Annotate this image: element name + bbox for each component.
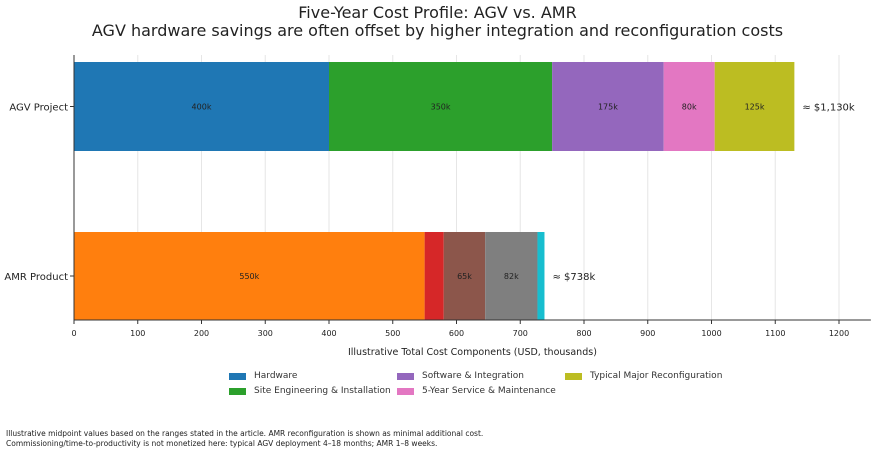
bar-total-label: ≈ $1,130k — [802, 103, 855, 114]
bar-data-label: 80k — [682, 103, 697, 112]
footnote: Illustrative midpoint values based on th… — [6, 429, 483, 448]
x-tick-label: 0 — [71, 329, 76, 338]
y-tick-label: AMR Product — [4, 272, 68, 283]
bar-data-label: 82k — [504, 272, 519, 281]
bar-segment — [663, 62, 715, 151]
x-tick-label: 700 — [513, 329, 528, 338]
bar-segment — [443, 232, 486, 320]
bar-segment — [329, 62, 553, 151]
legend-item-reconfiguration: Typical Major Reconfiguration — [565, 371, 745, 381]
bar-segment — [74, 62, 329, 151]
legend-label: Software & Integration — [422, 371, 525, 381]
bar-data-label: 550k — [239, 272, 259, 281]
legend-swatch — [397, 387, 414, 395]
legend-label: Site Engineering & Installation — [254, 386, 391, 396]
x-tick-label: 900 — [640, 329, 655, 338]
footnote-line: Commissioning/time-to-productivity is no… — [6, 438, 438, 448]
legend: Hardware Software & Integration Typical … — [229, 371, 745, 396]
footnote-line: Illustrative midpoint values based on th… — [6, 429, 484, 438]
x-tick-label: 1000 — [701, 329, 721, 338]
bar-total-label: ≈ $738k — [552, 272, 595, 283]
bar-segment — [485, 232, 538, 320]
legend-item-hardware: Hardware — [229, 371, 397, 381]
bar-segment — [74, 232, 425, 320]
x-axis-label: Illustrative Total Cost Components (USD,… — [348, 347, 597, 358]
legend-item-service: 5-Year Service & Maintenance — [397, 386, 565, 396]
bar-data-label: 350k — [431, 103, 451, 112]
x-tick-label: 300 — [258, 329, 273, 338]
x-tick-label: 200 — [194, 329, 209, 338]
x-tick-label: 800 — [576, 329, 591, 338]
legend-label: 5-Year Service & Maintenance — [422, 386, 556, 396]
legend-swatch — [229, 372, 246, 380]
chart-title: Five-Year Cost Profile: AGV vs. AMR — [298, 3, 577, 22]
x-tick-label: 500 — [385, 329, 400, 338]
bar-segment — [552, 62, 664, 151]
x-tick-label: 400 — [321, 329, 336, 338]
legend-swatch — [229, 387, 246, 395]
legend-swatch — [397, 372, 414, 380]
x-tick-label: 100 — [130, 329, 145, 338]
legend-item-site-engineering: Site Engineering & Installation — [229, 386, 397, 396]
x-tick-label: 1200 — [829, 329, 849, 338]
y-tick-label: AGV Project — [9, 103, 68, 114]
bar-data-label: 125k — [745, 103, 765, 112]
legend-item-software: Software & Integration — [397, 371, 565, 381]
x-tick-label: 600 — [449, 329, 464, 338]
bar-data-label: 400k — [192, 103, 212, 112]
bar-data-label: 175k — [598, 103, 618, 112]
bar-segment — [537, 232, 545, 320]
legend-swatch — [565, 372, 582, 380]
bar-segment — [714, 62, 795, 151]
x-tick-label: 1100 — [765, 329, 785, 338]
chart-subtitle: AGV hardware savings are often offset by… — [91, 21, 784, 40]
legend-label: Typical Major Reconfiguration — [590, 371, 723, 381]
legend-label: Hardware — [254, 371, 298, 381]
bar-data-label: 65k — [457, 272, 472, 281]
bar-segment — [424, 232, 444, 320]
